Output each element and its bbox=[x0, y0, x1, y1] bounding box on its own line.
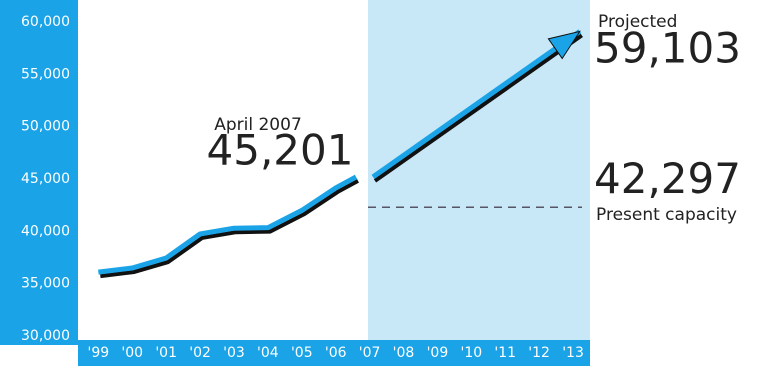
x-tick-label: '07 bbox=[359, 345, 381, 361]
x-tick-label: '09 bbox=[427, 345, 449, 361]
x-tick-label: '04 bbox=[257, 345, 279, 361]
line-shadow bbox=[100, 179, 359, 279]
value-label: 59,103 bbox=[594, 24, 741, 73]
y-tick-label: 30,000 bbox=[21, 328, 70, 344]
y-tick-label: 55,000 bbox=[21, 66, 70, 82]
x-tick-label: '13 bbox=[562, 345, 584, 361]
capacity-name: Present capacity bbox=[596, 205, 737, 225]
arrow-head bbox=[547, 30, 581, 60]
x-tick-label: '11 bbox=[494, 345, 516, 361]
x-tick-label: '10 bbox=[460, 345, 482, 361]
y-tick-label: 35,000 bbox=[21, 276, 70, 292]
y-tick-label: 45,000 bbox=[21, 171, 70, 187]
x-tick-label: '99 bbox=[88, 345, 110, 361]
value-label: 45,201 bbox=[207, 126, 354, 175]
capacity-label: 42,297 bbox=[594, 154, 741, 203]
x-axis-band bbox=[78, 340, 590, 366]
x-tick-label: '12 bbox=[528, 345, 550, 361]
x-tick-label: '01 bbox=[155, 345, 177, 361]
x-tick-label: '06 bbox=[325, 345, 347, 361]
x-tick-label: '08 bbox=[393, 345, 415, 361]
y-tick-label: 40,000 bbox=[21, 223, 70, 239]
line bbox=[371, 29, 582, 179]
y-tick-label: 50,000 bbox=[21, 119, 70, 135]
line-shadow bbox=[373, 33, 583, 183]
y-axis-band bbox=[0, 0, 78, 345]
y-tick-label: 60,000 bbox=[21, 14, 70, 30]
x-tick-label: '03 bbox=[223, 345, 245, 361]
annotation: April 2007 bbox=[214, 115, 302, 135]
x-tick-label: '05 bbox=[291, 345, 313, 361]
annotation: Projected bbox=[598, 12, 677, 32]
x-tick-label: '00 bbox=[121, 345, 143, 361]
x-tick-label: '02 bbox=[189, 345, 211, 361]
line bbox=[98, 174, 358, 275]
